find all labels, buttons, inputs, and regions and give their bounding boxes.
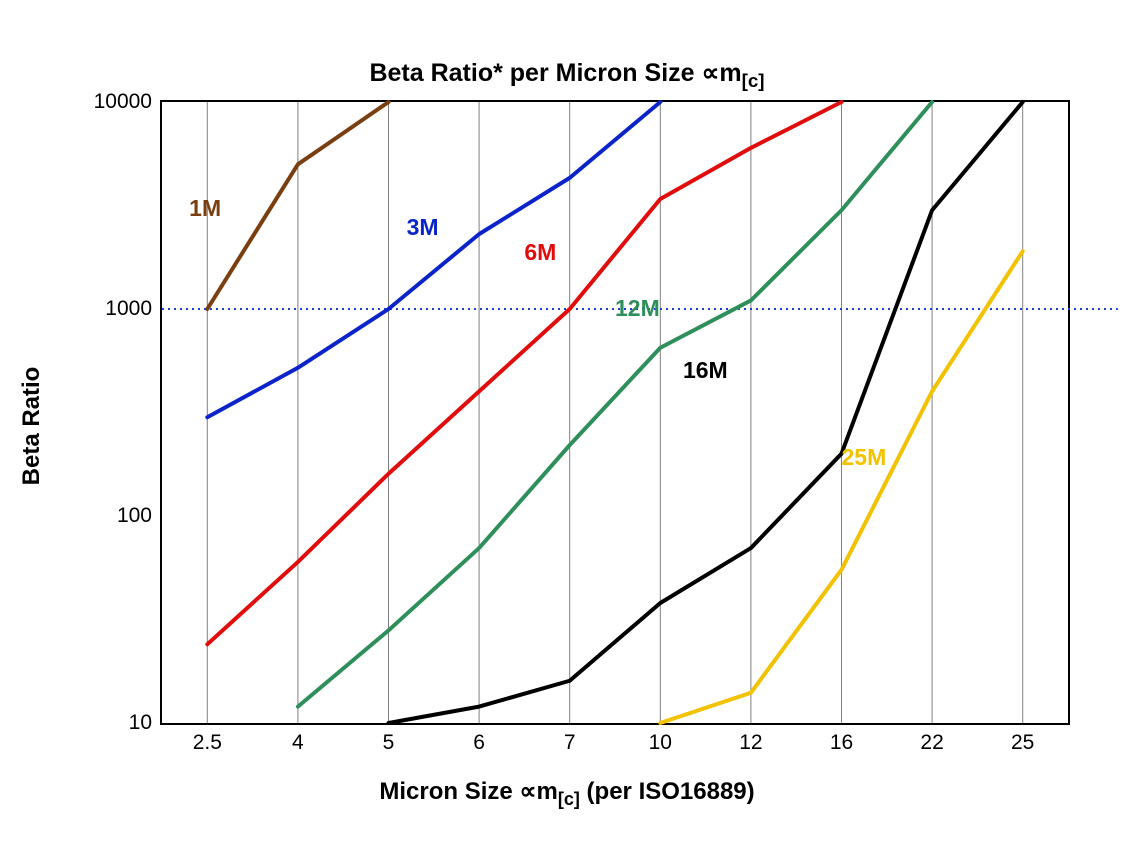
- series-label-25M: 25M: [842, 444, 887, 471]
- chart-title-sub: [c]: [742, 70, 765, 91]
- series-line-16M: [389, 102, 1023, 723]
- chart-container: Beta Ratio* per Micron Size ∝m[c] Beta R…: [0, 0, 1134, 852]
- x-tick-label: 4: [292, 731, 304, 755]
- chart-title-a: Beta Ratio* per Micron Size: [369, 59, 701, 87]
- x-tick-label: 7: [564, 731, 576, 755]
- series-line-6M: [207, 102, 841, 644]
- x-label-sym: ∝: [519, 778, 536, 805]
- chart-title-m: m: [719, 59, 741, 87]
- x-label-a: Micron Size: [379, 778, 519, 805]
- x-tick-label: 5: [383, 731, 395, 755]
- y-tick-label: 100: [117, 504, 152, 528]
- x-tick-label: 10: [649, 731, 672, 755]
- x-tick-label: 12: [739, 731, 762, 755]
- chart-title-sym: ∝: [702, 59, 720, 87]
- series-label-6M: 6M: [524, 239, 556, 266]
- x-tick-label: 16: [830, 731, 853, 755]
- series-line-12M: [298, 102, 932, 707]
- series-label-3M: 3M: [407, 214, 439, 241]
- chart-title: Beta Ratio* per Micron Size ∝m[c]: [0, 58, 1134, 92]
- y-axis-label: Beta Ratio: [18, 367, 46, 486]
- y-tick-label: 1000: [105, 297, 152, 321]
- x-tick-label: 6: [473, 731, 485, 755]
- x-axis-label: Micron Size ∝m[c] (per ISO16889): [0, 777, 1134, 810]
- x-tick-label: 22: [920, 731, 943, 755]
- x-tick-label: 25: [1011, 731, 1034, 755]
- plot-area: 101001000100002.5456710121622251M3M6M12M…: [160, 100, 1070, 725]
- series-line-3M: [207, 102, 660, 417]
- x-tick-label: 2.5: [193, 731, 222, 755]
- x-label-m: m: [537, 778, 558, 805]
- x-label-sub: [c]: [558, 789, 580, 809]
- series-label-1M: 1M: [189, 195, 221, 222]
- series-label-16M: 16M: [683, 357, 728, 384]
- series-label-12M: 12M: [615, 295, 660, 322]
- y-tick-label: 10000: [94, 90, 152, 114]
- y-tick-label: 10: [129, 711, 152, 735]
- x-label-b: (per ISO16889): [580, 778, 755, 805]
- plot-svg: [162, 102, 1068, 723]
